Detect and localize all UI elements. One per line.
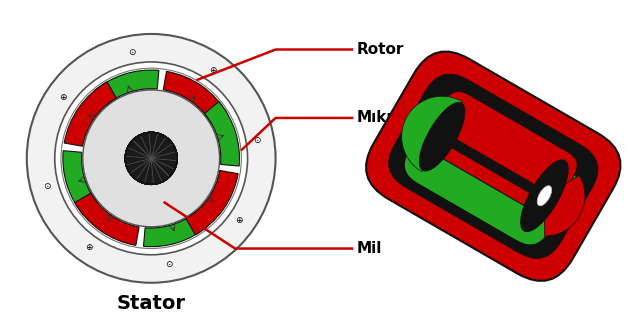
Text: $\oplus$: $\oplus$: [85, 241, 94, 251]
Text: Stator: Stator: [117, 294, 186, 313]
FancyBboxPatch shape: [434, 129, 552, 203]
FancyBboxPatch shape: [366, 51, 621, 281]
Ellipse shape: [537, 185, 552, 206]
Wedge shape: [186, 170, 238, 235]
Wedge shape: [63, 151, 98, 215]
FancyBboxPatch shape: [404, 98, 576, 245]
Ellipse shape: [419, 102, 465, 171]
Wedge shape: [64, 82, 116, 146]
FancyBboxPatch shape: [425, 91, 578, 214]
Wedge shape: [75, 193, 139, 245]
Text: $\odot$: $\odot$: [166, 259, 174, 269]
Wedge shape: [544, 175, 585, 236]
Circle shape: [55, 62, 248, 255]
Circle shape: [125, 132, 178, 184]
Ellipse shape: [521, 160, 568, 232]
Text: Rotor: Rotor: [356, 42, 404, 57]
Wedge shape: [143, 212, 208, 247]
Wedge shape: [205, 101, 240, 166]
Ellipse shape: [521, 161, 568, 230]
Text: $\oplus$: $\oplus$: [209, 65, 217, 75]
Circle shape: [27, 34, 276, 283]
Text: $\oplus$: $\oplus$: [235, 215, 244, 225]
Wedge shape: [163, 71, 228, 123]
Wedge shape: [402, 96, 463, 172]
Circle shape: [83, 90, 219, 227]
Ellipse shape: [537, 186, 552, 206]
Text: $\odot$: $\odot$: [43, 181, 52, 191]
Text: $\oplus$: $\oplus$: [59, 92, 68, 102]
Text: $\odot$: $\odot$: [128, 48, 137, 57]
Text: Mil: Mil: [356, 241, 382, 256]
FancyBboxPatch shape: [389, 74, 598, 258]
Text: Mıknatıslar: Mıknatıslar: [356, 110, 453, 125]
Text: $\odot$: $\odot$: [253, 135, 262, 145]
Wedge shape: [94, 70, 159, 105]
